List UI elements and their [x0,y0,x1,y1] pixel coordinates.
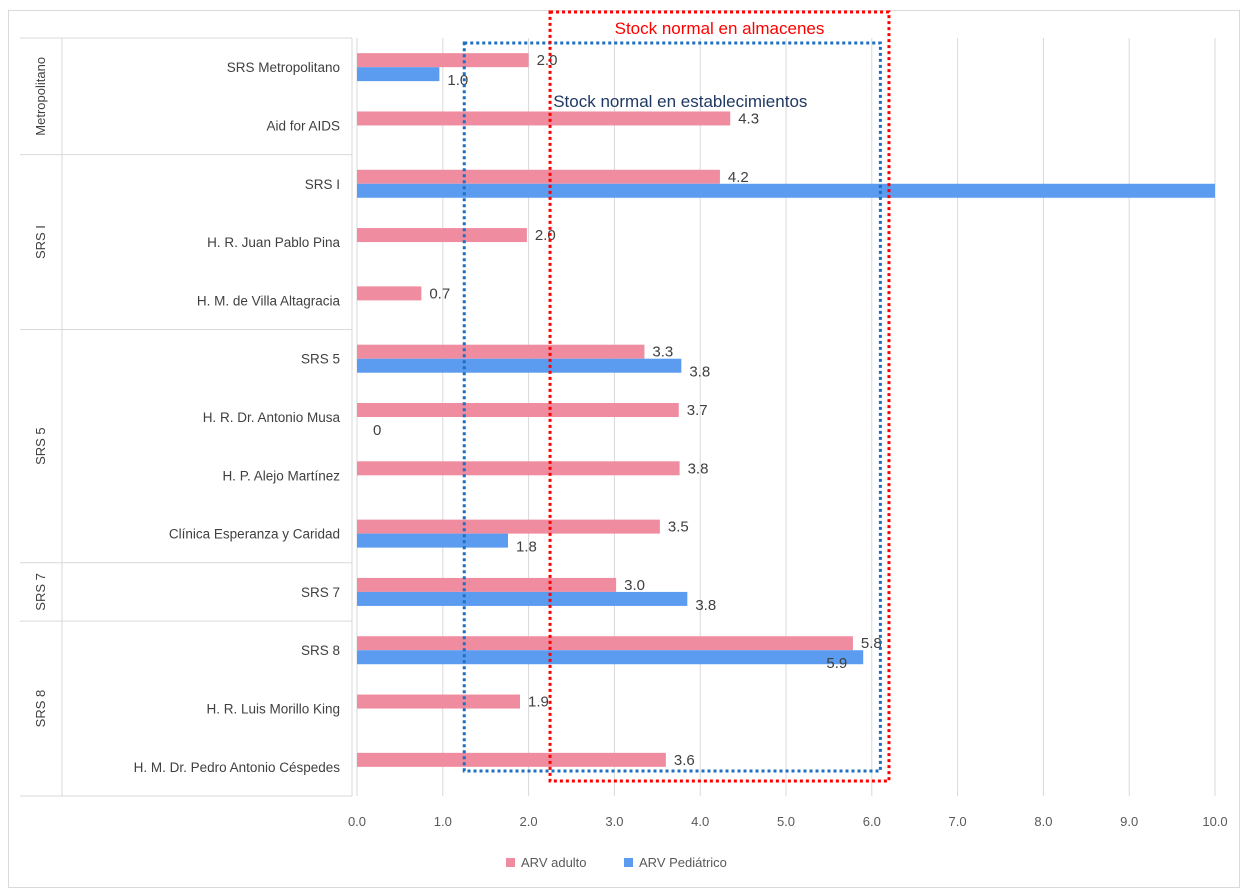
category-label: H. M. Dr. Pedro Antonio Céspedes [134,760,341,775]
annotation-box-establecimientos [462,41,882,773]
category-label: SRS 5 [301,352,340,367]
x-tick-label: 7.0 [949,814,967,829]
data-label-arv-adulto: 5.8 [861,635,882,652]
x-tick-label: 0.0 [348,814,366,829]
category-label: H. R. Dr. Antonio Musa [203,410,341,425]
data-label-arv-adulto: 3.3 [652,344,673,361]
data-label-arv-pediatrico: 3.8 [695,597,716,614]
bar-arv-adulto [357,577,617,592]
bar-arv-adulto [357,636,853,651]
bar-arv-adulto [357,344,645,359]
category-label: H. P. Alejo Martínez [222,468,340,483]
data-label-arv-adulto: 4.3 [738,110,759,127]
data-label-arv-pediatrico: 1.8 [516,539,537,556]
bar-arv-pediatrico [357,67,440,82]
data-label-arv-adulto: 2.0 [537,52,558,69]
category-label: H. R. Luis Morillo King [206,702,340,717]
category-label: SRS I [305,177,340,192]
category-label: Aid for AIDS [266,118,340,133]
x-tick-label: 5.0 [777,814,795,829]
legend-swatch-arv-pediatrico [624,858,633,867]
x-tick-label: 2.0 [520,814,538,829]
bar-arv-adulto [357,403,679,417]
bar-arv-adulto [357,286,422,301]
x-tick-label: 8.0 [1034,814,1052,829]
category-label: SRS Metropolitano [227,60,340,75]
category-label: SRS 7 [301,585,340,600]
x-tick-label: 6.0 [863,814,881,829]
group-label: SRS 7 [33,573,48,611]
bar-arv-adulto [357,752,666,767]
x-tick-label: 4.0 [691,814,709,829]
data-label-arv-pediatrico: 0 [373,422,381,439]
bar-arv-adulto [357,694,521,709]
category-label: H. M. de Villa Altagracia [197,293,341,308]
group-label: Metropolitano [33,57,48,136]
data-label-arv-adulto: 0.7 [429,285,450,302]
x-tick-label: 3.0 [605,814,623,829]
bar-arv-pediatrico [357,358,682,373]
data-label-arv-adulto: 3.6 [674,752,695,769]
x-tick-label: 10.0 [1202,814,1227,829]
bar-arv-pediatrico [357,591,688,606]
bar-arv-adulto [357,169,720,184]
annotation-box-almacenes [548,10,891,783]
group-label: SRS 5 [33,427,48,465]
data-label-arv-adulto: 4.2 [728,169,749,186]
bar-arv-adulto [357,461,680,476]
data-label-arv-adulto: 2.0 [535,227,556,244]
data-label-arv-adulto: 3.8 [688,460,709,477]
group-label: SRS 8 [33,690,48,728]
data-label-arv-adulto: 1.9 [528,694,549,711]
legend-label-arv-adulto: ARV adulto [521,855,587,870]
category-label: Clínica Esperanza y Caridad [169,527,340,542]
legend-swatch-arv-adulto [506,858,515,867]
bar-arv-pediatrico [357,183,1215,198]
x-tick-label: 1.0 [434,814,452,829]
data-label-arv-adulto: 3.5 [668,519,689,536]
data-label-arv-adulto: 3.7 [687,402,708,419]
category-label: H. R. Juan Pablo Pina [207,235,340,250]
group-label: SRS I [33,225,48,259]
bar-arv-adulto [357,111,731,126]
annotation-label-establecimientos: Stock normal en establecimientos [553,92,807,111]
data-label-arv-pediatrico: 5.9 [826,655,847,672]
x-tick-label: 9.0 [1120,814,1138,829]
bar-arv-pediatrico [357,650,864,665]
bar-arv-adulto [357,228,527,243]
data-label-arv-pediatrico: 3.8 [689,364,710,381]
bar-arv-adulto [357,53,529,68]
annotation-label-almacenes: Stock normal en almacenes [615,19,825,38]
bar-arv-pediatrico [357,533,509,548]
category-label: SRS 8 [301,643,340,658]
legend-label-arv-pediatrico: ARV Pediátrico [639,855,727,870]
bar-arv-adulto [357,519,660,534]
data-label-arv-adulto: 3.0 [624,577,645,594]
